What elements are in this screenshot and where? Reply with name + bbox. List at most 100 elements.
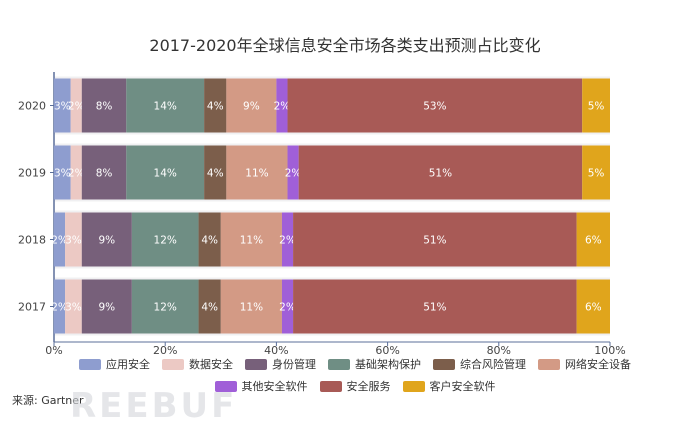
legend-label: 客户安全软件 (429, 380, 496, 393)
bar-segment (582, 145, 610, 200)
bar-segment (198, 212, 221, 267)
legend-label: 其他安全软件 (241, 380, 308, 393)
bar-segment (81, 78, 127, 133)
bar-segment (131, 212, 199, 267)
legend-swatch (319, 380, 342, 392)
legend-label: 基础架构保护 (355, 358, 421, 371)
bar-segment (226, 145, 288, 200)
legend-label: 应用安全 (106, 358, 150, 371)
data-label: 2% (51, 302, 68, 314)
legend-swatch (79, 358, 101, 370)
legend-label: 身份管理 (272, 358, 316, 371)
legend-item: 网络安全设备 (538, 356, 631, 372)
bar-segment (287, 145, 299, 200)
data-label: 9% (98, 302, 115, 314)
legend-swatch (538, 358, 560, 370)
data-label: 8% (96, 168, 113, 180)
data-label: 51% (423, 235, 446, 247)
data-label: 2% (279, 302, 296, 314)
bar-segment (126, 145, 205, 200)
bar-segment (54, 145, 71, 200)
legend-item: 数据安全 (162, 356, 233, 372)
bar-segment (287, 78, 583, 133)
legend-label: 安全服务 (346, 380, 391, 393)
legend-item: 基础架构保护 (328, 356, 421, 372)
data-label: 12% (154, 302, 177, 314)
bar-segment (220, 212, 282, 267)
bar-segment (276, 78, 288, 133)
data-label: 2% (274, 101, 291, 113)
data-label: 2% (279, 235, 296, 247)
legend-item: 应用安全 (79, 356, 150, 372)
bar-segment (81, 279, 132, 334)
y-tick-label: 2018 (18, 234, 46, 247)
data-label: 4% (201, 302, 218, 314)
data-label: 12% (154, 235, 177, 247)
data-label: 11% (240, 302, 263, 314)
legend-swatch (214, 380, 237, 392)
legend-item: 身份管理 (245, 356, 316, 372)
x-tick-label: 60% (375, 344, 399, 357)
bar-segment (204, 78, 227, 133)
data-label: 53% (423, 101, 446, 113)
x-tick-label: 0% (45, 344, 62, 357)
bar-segment (81, 212, 132, 267)
data-label: 3% (54, 101, 71, 113)
data-label: 9% (98, 235, 115, 247)
bar-segment (281, 212, 294, 267)
y-tick-label: 2020 (18, 100, 46, 113)
data-label: 14% (154, 101, 177, 113)
data-label: 11% (245, 168, 268, 180)
y-tick-label: 2019 (18, 167, 46, 180)
data-label: 5% (588, 168, 605, 180)
bar-segment (70, 78, 82, 133)
legend-swatch (402, 380, 425, 392)
bar-segment (81, 145, 127, 200)
legend-label: 网络安全设备 (565, 358, 631, 371)
legend: 应用安全 数据安全 身份管理 基础架构保护 综合风险管理 网络安全设备其他安全软件 安全服务… (50, 356, 660, 394)
legend-swatch (245, 358, 267, 370)
bar-segment (126, 78, 205, 133)
bar-segment (54, 212, 66, 267)
legend-swatch (328, 358, 350, 370)
data-label: 14% (154, 168, 177, 180)
data-label: 5% (588, 101, 605, 113)
data-label: 51% (423, 302, 446, 314)
bar-segment (582, 78, 610, 133)
bar-segment (298, 145, 583, 200)
data-label: 51% (429, 168, 452, 180)
bar-segment (198, 279, 221, 334)
bar-segment (204, 145, 227, 200)
legend-item: 其他安全软件 (214, 378, 308, 394)
bar-segment (576, 212, 610, 267)
legend-item: 安全服务 (319, 378, 391, 394)
data-label: 3% (65, 302, 82, 314)
bar-segment (226, 78, 277, 133)
data-label: 6% (585, 235, 602, 247)
bar-segment (293, 279, 577, 334)
bar-segment (131, 279, 199, 334)
data-label: 11% (240, 235, 263, 247)
data-label: 8% (96, 101, 113, 113)
data-label: 3% (65, 235, 82, 247)
data-label: 3% (54, 168, 71, 180)
data-label: 2% (285, 168, 302, 180)
bar-segment (293, 212, 577, 267)
bar-segment (576, 279, 610, 334)
bar-segment (220, 279, 282, 334)
legend-item: 综合风险管理 (433, 356, 526, 372)
data-label: 4% (207, 168, 224, 180)
bar-segment (65, 212, 82, 267)
x-tick-label: 20% (153, 344, 177, 357)
x-tick-label: 100% (594, 344, 625, 357)
watermark-logo: REEBUF (70, 386, 238, 426)
data-label: 9% (243, 101, 260, 113)
legend-label: 数据安全 (189, 358, 233, 371)
legend-swatch (433, 358, 455, 370)
data-label: 2% (68, 168, 85, 180)
data-label: 2% (68, 101, 85, 113)
legend-label: 综合风险管理 (460, 358, 526, 371)
data-label: 4% (201, 235, 218, 247)
bar-segment (70, 145, 82, 200)
